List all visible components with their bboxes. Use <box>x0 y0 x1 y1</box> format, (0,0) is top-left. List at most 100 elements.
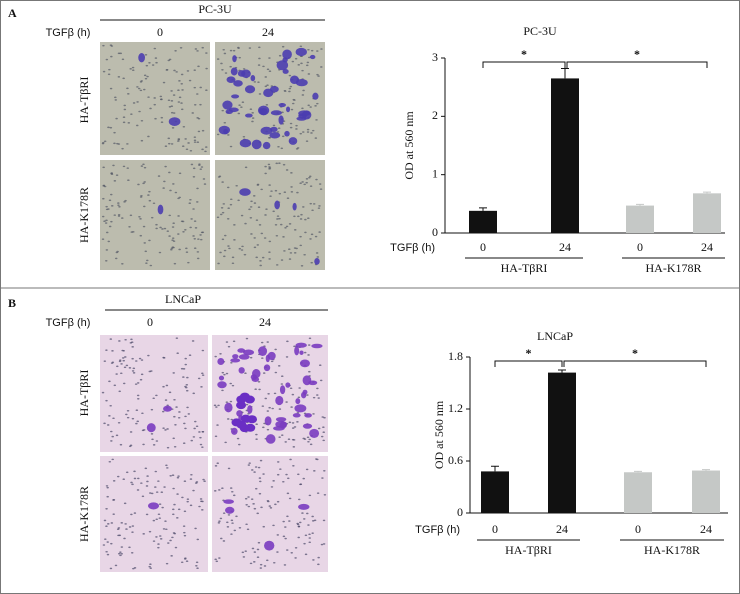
pore <box>258 57 261 60</box>
x-axis-label: TGFβ (h) <box>390 242 435 254</box>
pore <box>175 337 179 339</box>
pore <box>188 202 192 205</box>
pore <box>311 209 314 212</box>
pore <box>159 538 163 540</box>
pore <box>307 48 310 51</box>
pore <box>311 532 314 534</box>
pore <box>101 238 105 240</box>
cell <box>138 53 146 63</box>
pore <box>172 112 176 114</box>
pore <box>109 404 112 407</box>
pore <box>270 360 274 363</box>
pore <box>253 246 257 249</box>
pore <box>131 370 135 372</box>
pore <box>152 397 155 400</box>
pore <box>255 219 259 221</box>
pore <box>284 441 288 443</box>
pore <box>102 166 105 169</box>
pore <box>227 345 231 348</box>
pore <box>213 404 217 407</box>
pore <box>196 141 200 143</box>
pore <box>288 90 291 93</box>
pore <box>199 168 203 170</box>
pore <box>240 214 244 217</box>
cell <box>238 354 250 360</box>
cell <box>275 395 284 406</box>
cell <box>242 349 255 356</box>
bar <box>551 78 579 234</box>
pore <box>130 113 133 115</box>
pore <box>250 498 254 500</box>
pore <box>143 181 147 183</box>
pore <box>303 253 306 256</box>
pore <box>184 357 187 360</box>
pore <box>240 249 244 251</box>
pore <box>223 121 227 124</box>
pore <box>136 86 139 88</box>
pore <box>323 493 327 496</box>
pore <box>145 259 149 262</box>
pore <box>195 481 199 483</box>
pore <box>229 198 233 201</box>
pore <box>312 559 315 561</box>
pore <box>282 520 285 523</box>
pore <box>112 417 115 420</box>
pore <box>291 102 295 105</box>
pore <box>177 475 180 477</box>
pore <box>217 262 220 265</box>
pore <box>138 357 142 360</box>
pore <box>148 239 151 242</box>
pore <box>122 382 126 385</box>
pore <box>126 87 129 90</box>
pore <box>159 95 163 98</box>
pore <box>134 383 138 385</box>
pore <box>272 524 275 527</box>
cell <box>225 109 234 115</box>
pore <box>126 167 130 169</box>
pore <box>230 533 233 535</box>
pore <box>131 525 135 527</box>
pore <box>128 526 132 528</box>
significance-bracket <box>494 360 563 367</box>
pore <box>272 210 275 213</box>
pore <box>226 186 230 189</box>
pore <box>148 190 151 193</box>
pore <box>311 515 314 518</box>
pore <box>201 372 204 375</box>
pore <box>276 534 280 536</box>
pore <box>149 567 153 569</box>
pore <box>162 357 166 359</box>
pore <box>112 499 116 501</box>
pore <box>191 112 195 114</box>
pore <box>170 555 173 557</box>
pore <box>155 536 158 538</box>
pore <box>304 218 307 221</box>
pore <box>229 382 233 385</box>
cell <box>157 204 164 215</box>
pore <box>110 55 113 58</box>
pore <box>280 259 284 261</box>
pore <box>192 208 195 210</box>
pore <box>282 163 286 166</box>
significance-star: * <box>634 47 640 61</box>
pore <box>196 251 200 253</box>
pore <box>260 506 263 509</box>
pore <box>289 126 293 129</box>
significance-star: * <box>526 346 532 360</box>
pore <box>267 163 271 166</box>
pore <box>221 238 225 241</box>
pore <box>170 143 174 145</box>
pore <box>304 534 308 537</box>
pore <box>175 517 179 519</box>
pore <box>140 119 144 122</box>
pore <box>302 477 306 480</box>
pore <box>203 183 207 185</box>
pore <box>106 523 110 525</box>
pore <box>140 139 144 142</box>
y-axis-label: OD at 560 nm <box>432 400 446 469</box>
pore <box>201 446 204 448</box>
pore <box>264 172 267 175</box>
pore <box>195 93 199 95</box>
pore <box>227 207 230 210</box>
pore <box>292 439 296 441</box>
